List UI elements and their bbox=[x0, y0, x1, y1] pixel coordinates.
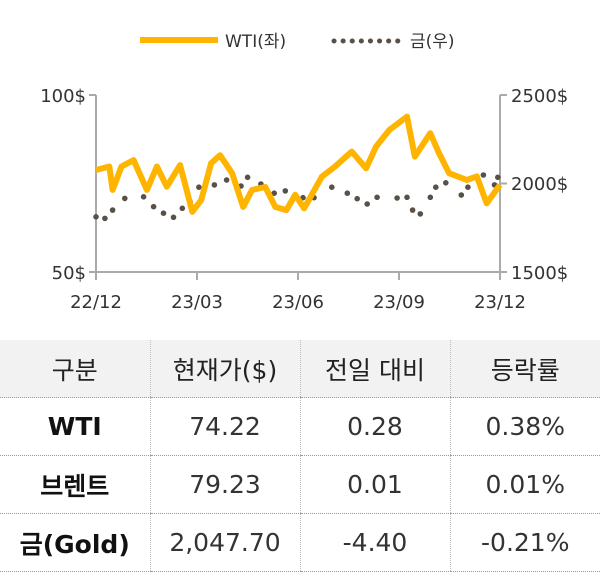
price-cell: 74.22 bbox=[149, 397, 300, 456]
gold-point bbox=[244, 174, 251, 181]
gold-point bbox=[495, 174, 501, 181]
gold-point bbox=[282, 188, 289, 194]
gold-point bbox=[364, 201, 371, 207]
price-table: 구분 현재가($) 전일 대비 등락률 WTI 74.22 0.28 0.38%… bbox=[0, 340, 600, 572]
legend-wti-label: WTI(좌) bbox=[225, 32, 286, 52]
table-row: WTI 74.22 0.28 0.38% bbox=[0, 397, 600, 456]
gold-point bbox=[394, 195, 400, 201]
gold-point bbox=[93, 214, 99, 220]
price-cell: 2,047.70 bbox=[149, 513, 300, 572]
change-cell: 0.28 bbox=[299, 397, 450, 456]
gold-point bbox=[404, 194, 410, 201]
gold-point bbox=[102, 215, 108, 222]
axes bbox=[89, 94, 507, 280]
row-label: 금(Gold) bbox=[0, 513, 150, 572]
y-left-tick: 100$ bbox=[40, 86, 86, 107]
change-rate-cell: 0.38% bbox=[449, 397, 600, 456]
gold-point bbox=[109, 207, 116, 213]
row-label: WTI bbox=[0, 397, 150, 456]
change-rate-cell: 0.01% bbox=[449, 455, 600, 514]
gold-point bbox=[409, 207, 416, 213]
gold-point bbox=[122, 195, 128, 202]
price-chart: WTI(좌) 금(우) 100$ 50$ 2500$ 2000$ 1500$ 2… bbox=[40, 32, 568, 313]
gold-point bbox=[271, 190, 278, 196]
change-cell: -4.40 bbox=[299, 513, 450, 572]
gold-point bbox=[223, 177, 230, 183]
table-row: 금(Gold) 2,047.70 -4.40 -0.21% bbox=[0, 513, 600, 572]
y-right-tick: 1500$ bbox=[511, 263, 568, 284]
table-row: 브렌트 79.23 0.01 0.01% bbox=[0, 455, 600, 514]
gold-point bbox=[417, 211, 424, 217]
gold-point bbox=[354, 195, 361, 202]
row-label: 브렌트 bbox=[0, 455, 150, 514]
gold-point bbox=[427, 194, 434, 201]
gold-point bbox=[140, 194, 147, 200]
price-cell: 79.23 bbox=[149, 455, 300, 514]
header-change: 전일 대비 bbox=[299, 340, 450, 398]
gold-point bbox=[211, 182, 218, 188]
change-cell: 0.01 bbox=[299, 455, 450, 514]
header-change-rate: 등락률 bbox=[449, 340, 600, 398]
header-price: 현재가($) bbox=[149, 340, 300, 398]
gold-point bbox=[433, 184, 439, 190]
x-tick: 23/06 bbox=[272, 292, 324, 313]
wti-line bbox=[95, 113, 503, 215]
x-tick: 23/03 bbox=[171, 292, 223, 313]
gold-point bbox=[196, 184, 202, 190]
legend: WTI(좌) 금(우) bbox=[140, 32, 455, 52]
gold-point bbox=[374, 194, 380, 201]
gold-point bbox=[480, 172, 487, 178]
y-left-tick: 50$ bbox=[52, 263, 86, 284]
gold-point bbox=[329, 184, 335, 190]
series-layer bbox=[93, 113, 503, 222]
x-tick: 22/12 bbox=[70, 292, 122, 313]
gold-point bbox=[170, 214, 177, 221]
gold-point bbox=[465, 184, 471, 190]
x-tick: 23/09 bbox=[373, 292, 425, 313]
gold-point bbox=[179, 205, 186, 212]
header-category: 구분 bbox=[0, 340, 150, 398]
table-header-row: 구분 현재가($) 전일 대비 등락률 bbox=[0, 340, 600, 398]
legend-gold-label: 금(우) bbox=[410, 32, 455, 52]
gold-point bbox=[160, 210, 167, 216]
gold-point bbox=[458, 192, 465, 198]
y-right-tick: 2000$ bbox=[511, 174, 568, 195]
change-rate-cell: -0.21% bbox=[449, 513, 600, 572]
x-tick: 23/12 bbox=[474, 292, 526, 313]
gold-point bbox=[150, 203, 157, 210]
gold-point bbox=[443, 180, 449, 186]
gold-point bbox=[344, 190, 351, 196]
y-right-tick: 2500$ bbox=[511, 86, 568, 107]
